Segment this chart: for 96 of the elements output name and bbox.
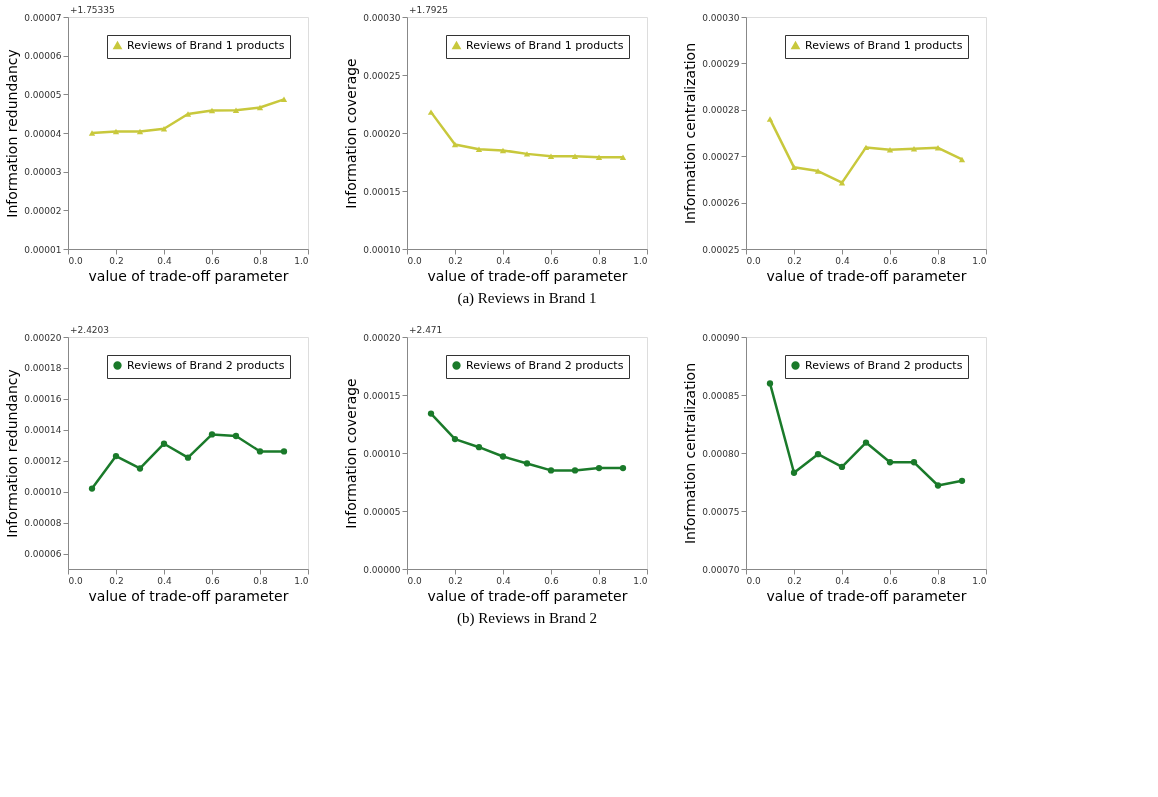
y-tick-label: 0.00075	[702, 506, 740, 517]
x-tick-label: 0.2	[448, 255, 463, 266]
x-tick-label: 0.8	[592, 255, 607, 266]
y-tick-label: 0.00020	[24, 332, 62, 343]
legend-label: Reviews of Brand 2 products	[466, 358, 624, 372]
x-tick-label: 0.2	[787, 575, 802, 586]
y-tick-label: 0.00006	[24, 51, 62, 62]
y-tick-label: 0.00014	[24, 425, 62, 436]
y-tick-label: 0.00025	[363, 70, 401, 81]
x-tick-label: 0.8	[931, 575, 946, 586]
x-tick-label: 0.4	[496, 255, 511, 266]
x-tick-label: 0.4	[835, 255, 850, 266]
x-tick-label: 0.4	[157, 575, 172, 586]
text: +1.7925	[409, 5, 449, 15]
y-tick-label: 0.00008	[24, 518, 62, 529]
y-tick-label: 0.00028	[702, 105, 740, 116]
x-tick-label: 1.0	[972, 575, 987, 586]
y-tick-label: 0.00080	[702, 448, 740, 459]
x-axis-title: value of trade-off parameter	[766, 587, 967, 604]
y-tick-label: 0.00015	[363, 390, 401, 401]
x-tick-label: 0.6	[544, 575, 559, 586]
y-tick-label: 0.00004	[24, 128, 62, 139]
y-tick-label: 0.00018	[24, 363, 62, 374]
x-axis-title: value of trade-off parameter	[427, 587, 628, 604]
x-tick-label: 0.0	[746, 255, 762, 266]
legend-label: Reviews of Brand 1 products	[127, 38, 285, 52]
x-tick-label: 1.0	[633, 255, 648, 266]
x-tick-label: 0.6	[883, 255, 898, 266]
x-axis-title: value of trade-off parameter	[766, 267, 967, 284]
y-tick-label: 0.00001	[24, 244, 62, 255]
y-tick-label: 0.00070	[702, 564, 740, 575]
x-tick-label: 0.0	[407, 255, 423, 266]
y-tick-label: 0.00025	[702, 244, 740, 255]
x-tick-label: 0.8	[931, 255, 946, 266]
y-tick-label: 0.00010	[363, 244, 401, 255]
y-tick-label: 0.00010	[363, 448, 401, 459]
y-tick-label: 0.00010	[24, 487, 62, 498]
x-tick-label: 0.2	[448, 575, 463, 586]
y-tick-label: 0.00003	[24, 167, 62, 178]
x-tick-label: 1.0	[294, 255, 309, 266]
y-axis-title: Information redundancy	[4, 369, 21, 538]
y-axis-title: Information centralization	[682, 362, 699, 545]
y-tick-label: 0.00000	[363, 564, 401, 575]
x-tick-label: 1.0	[294, 575, 309, 586]
x-tick-label: 0.0	[68, 575, 84, 586]
y-tick-label: 0.00006	[24, 549, 62, 560]
y-tick-label: 0.00020	[363, 332, 401, 343]
y-tick-label: 0.00027	[702, 151, 740, 162]
y-tick-label: 0.00016	[24, 394, 62, 405]
y-tick-label: 0.00005	[24, 89, 62, 100]
x-tick-label: 1.0	[633, 575, 648, 586]
x-tick-label: 0.6	[883, 575, 898, 586]
y-axis-title: Information coverage	[343, 378, 360, 529]
x-tick-label: 0.8	[592, 575, 607, 586]
legend-label: Reviews of Brand 2 products	[127, 358, 285, 372]
x-tick-label: 0.4	[157, 255, 172, 266]
x-tick-label: 0.0	[68, 255, 84, 266]
x-tick-label: 0.4	[496, 575, 511, 586]
legend-label: Reviews of Brand 1 products	[466, 38, 624, 52]
y-axis-title: Information redundancy	[4, 49, 21, 218]
y-tick-label: 0.00002	[24, 205, 62, 216]
text: (a) Reviews in Brand 1	[457, 290, 597, 307]
x-tick-label: 0.2	[109, 255, 124, 266]
text: +2.471	[409, 325, 443, 335]
text: (b) Reviews in Brand 2	[457, 610, 597, 627]
x-tick-label: 0.6	[205, 255, 220, 266]
y-tick-label: 0.00030	[363, 12, 401, 23]
x-tick-label: 0.0	[746, 575, 762, 586]
y-axis-title: Information coverage	[343, 58, 360, 209]
y-tick-label: 0.00007	[24, 12, 62, 23]
y-axis-title: Information centralization	[682, 42, 699, 225]
x-tick-label: 0.2	[787, 255, 802, 266]
y-tick-label: 0.00030	[702, 12, 740, 23]
x-tick-label: 0.2	[109, 575, 124, 586]
y-tick-label: 0.00085	[702, 390, 740, 401]
y-tick-label: 0.00029	[702, 58, 740, 69]
x-axis-title: value of trade-off parameter	[88, 267, 289, 284]
x-tick-label: 0.8	[253, 255, 268, 266]
x-axis-title: value of trade-off parameter	[427, 267, 628, 284]
x-tick-label: 0.0	[407, 575, 423, 586]
x-tick-label: 0.6	[544, 255, 559, 266]
text: +1.75335	[70, 5, 115, 15]
y-tick-label: 0.00015	[363, 186, 401, 197]
legend-label: Reviews of Brand 2 products	[805, 358, 963, 372]
y-tick-label: 0.00020	[363, 128, 401, 139]
x-tick-label: 0.6	[205, 575, 220, 586]
x-tick-label: 1.0	[972, 255, 987, 266]
y-tick-label: 0.00012	[24, 456, 62, 467]
x-axis-title: value of trade-off parameter	[88, 587, 289, 604]
y-tick-label: 0.00005	[363, 506, 401, 517]
y-tick-label: 0.00026	[702, 198, 740, 209]
legend-label: Reviews of Brand 1 products	[805, 38, 963, 52]
y-tick-label: 0.00090	[702, 332, 740, 343]
x-tick-label: 0.4	[835, 575, 850, 586]
text: +2.4203	[70, 325, 110, 335]
x-tick-label: 0.8	[253, 575, 268, 586]
